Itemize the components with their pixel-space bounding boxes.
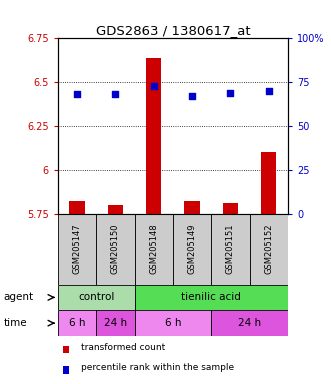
Bar [58,285,135,310]
Text: 6 h: 6 h [69,318,85,328]
Title: GDS2863 / 1380617_at: GDS2863 / 1380617_at [96,24,250,37]
Point [151,83,157,89]
Text: GSM205152: GSM205152 [264,224,273,274]
Point [266,88,271,94]
Text: 24 h: 24 h [104,318,127,328]
Point [228,89,233,96]
Bar [135,285,288,310]
Bar [96,310,135,336]
Bar [223,203,238,214]
Text: GSM205149: GSM205149 [188,224,197,274]
Point [74,91,80,98]
Bar [70,201,85,214]
Text: transformed count: transformed count [81,343,165,351]
Bar [146,58,162,214]
Text: 6 h: 6 h [165,318,181,328]
Text: GSM205148: GSM205148 [149,224,158,274]
Bar [250,214,288,285]
Bar [58,310,96,336]
Text: agent: agent [3,292,33,303]
Text: 24 h: 24 h [238,318,261,328]
Point [113,91,118,98]
Bar [173,214,211,285]
Bar [135,214,173,285]
Text: GSM205147: GSM205147 [72,224,82,274]
Bar [211,214,250,285]
Bar [108,205,123,214]
Bar [96,214,135,285]
Bar [184,201,200,214]
Bar [135,310,211,336]
Text: tienilic acid: tienilic acid [181,292,241,303]
Text: percentile rank within the sample: percentile rank within the sample [81,363,234,372]
Bar [63,346,69,353]
Text: time: time [3,318,27,328]
Bar [211,310,288,336]
Text: GSM205150: GSM205150 [111,224,120,274]
Bar [261,152,276,214]
Text: GSM205151: GSM205151 [226,224,235,274]
Bar [63,366,69,374]
Text: control: control [78,292,115,303]
Bar [58,214,96,285]
Point [189,93,195,99]
